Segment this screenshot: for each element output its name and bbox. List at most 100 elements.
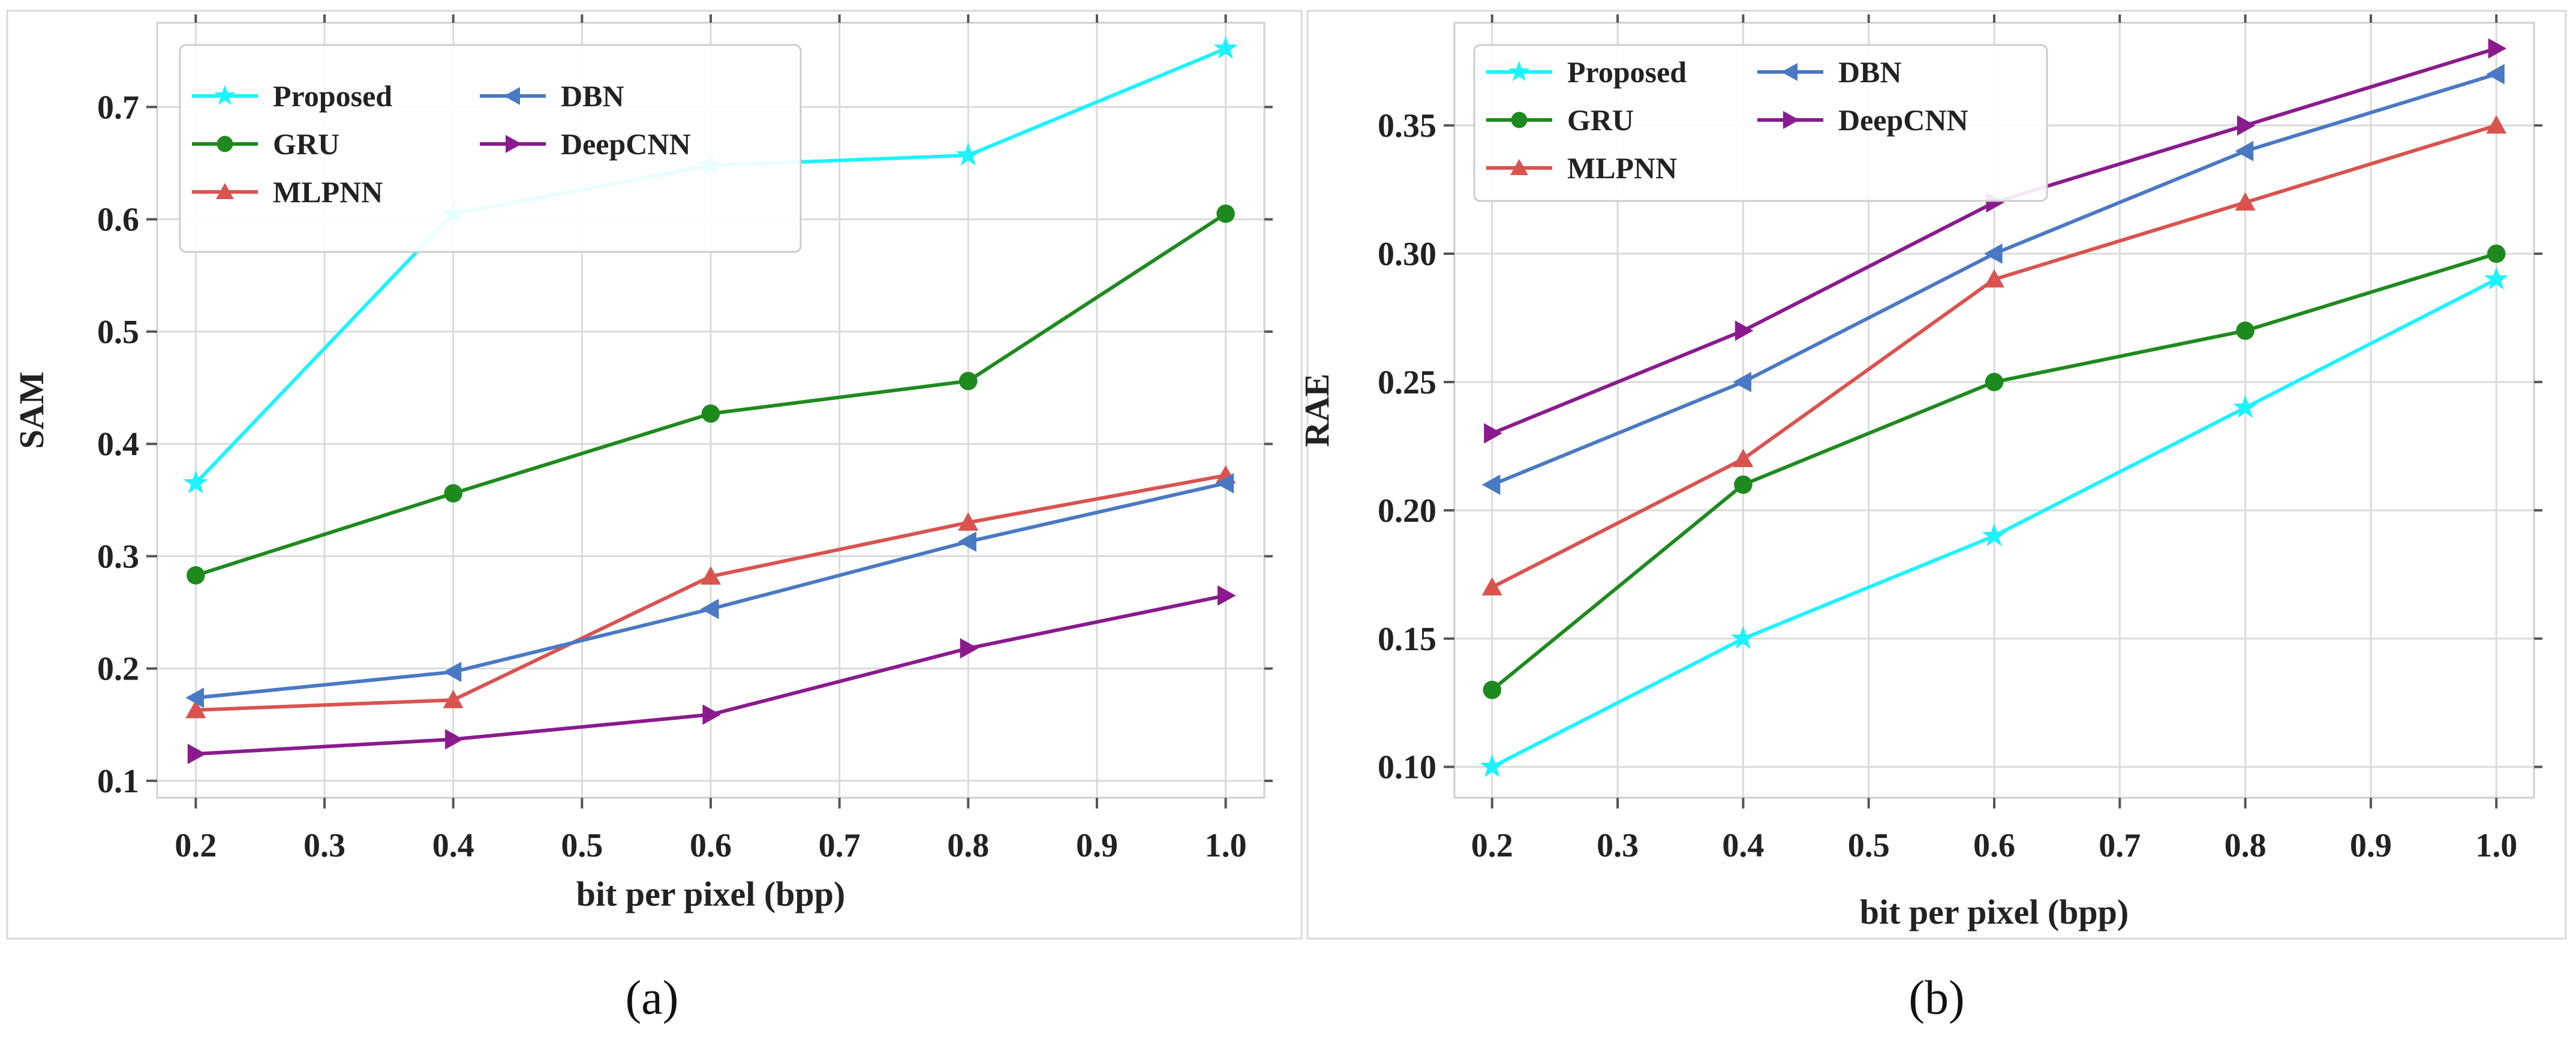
legend: Proposed GRU MLPNN DBN DeepCNN — [179, 44, 802, 253]
legend-item: GRU — [1486, 103, 1634, 137]
legend-marker — [1781, 63, 1798, 81]
y-tick-label: 0.6 — [97, 202, 139, 239]
data-point — [959, 372, 978, 390]
data-point — [1480, 754, 1504, 777]
data-point — [701, 566, 721, 585]
data-point — [445, 729, 464, 750]
data-point — [2484, 266, 2509, 290]
data-point — [1733, 449, 1754, 467]
data-point — [1483, 681, 1502, 699]
data-point — [702, 704, 721, 725]
legend-item: GRU — [192, 127, 339, 161]
data-point — [958, 512, 979, 531]
x-tick-label: 0.3 — [303, 827, 345, 864]
legend-marker — [1511, 112, 1528, 128]
legend-marker — [1510, 159, 1528, 175]
y-tick-label: 0.3 — [97, 538, 139, 575]
x-tick-label: 0.5 — [561, 827, 603, 864]
legend-label: DeepCNN — [1838, 103, 1968, 137]
data-point — [1984, 244, 2003, 264]
data-point — [1484, 423, 1502, 444]
series-deepcnn — [187, 585, 1236, 764]
legend-item: DeepCNN — [480, 127, 691, 161]
legend-marker — [217, 136, 233, 152]
x-tick-label: 1.0 — [1205, 827, 1247, 864]
series-dbn — [1481, 64, 2505, 495]
x-tick-label: 0.2 — [175, 827, 217, 864]
y-tick-label: 0.15 — [1378, 621, 1436, 658]
y-tick-label: 0.25 — [1378, 364, 1436, 401]
data-point — [1216, 205, 1235, 223]
y-tick-label: 0.5 — [97, 314, 139, 351]
legend-label: Proposed — [1567, 55, 1687, 89]
y-tick-label: 0.4 — [97, 426, 139, 463]
data-point — [2235, 192, 2256, 211]
y-axis-label: RAE — [1297, 374, 1336, 447]
series-mlpnn — [1481, 115, 2507, 596]
data-point — [1985, 372, 2004, 392]
data-point — [956, 142, 981, 166]
x-tick-label: 0.8 — [2225, 827, 2267, 864]
data-point — [1733, 371, 1751, 392]
legend-marker — [506, 135, 522, 153]
data-point — [185, 687, 204, 708]
legend-label: DeepCNN — [561, 127, 691, 161]
data-point — [701, 404, 720, 423]
data-point — [1481, 474, 1501, 495]
series-gru — [187, 205, 1235, 585]
y-tick-label: 0.30 — [1378, 236, 1436, 273]
legend-marker — [1783, 111, 1799, 129]
subfigure-caption: (b) — [1908, 972, 1964, 1024]
data-point — [443, 690, 464, 708]
legend: Proposed GRU MLPNN DBN DeepCNN — [1473, 44, 2048, 202]
data-point — [960, 638, 979, 659]
data-point — [2237, 115, 2256, 136]
data-point — [1215, 473, 1234, 494]
series-proposed — [1480, 266, 2509, 777]
legend-item: DBN — [1757, 55, 1902, 89]
subfigure-caption: (a) — [626, 972, 679, 1024]
x-tick-label: 0.3 — [1597, 827, 1639, 864]
y-tick-label: 0.1 — [97, 763, 139, 800]
x-tick-label: 0.7 — [819, 827, 861, 864]
x-tick-label: 0.4 — [432, 827, 474, 864]
data-point — [958, 531, 976, 552]
data-point — [1731, 626, 1756, 649]
data-point — [2488, 38, 2507, 59]
legend-item: DBN — [480, 79, 624, 113]
legend-marker — [216, 183, 234, 199]
series-gru — [1483, 244, 2506, 699]
series-dbn — [185, 473, 1234, 708]
data-point — [187, 566, 205, 585]
data-point — [1213, 35, 1238, 59]
x-tick-label: 1.0 — [2475, 827, 2517, 864]
data-point — [2236, 321, 2255, 340]
chart-b: 0.2 0.3 0.4 0.5 0.6 0.7 0.8 0.9 1.0 0.10 0.15 0.20 0… — [1297, 10, 2567, 1024]
x-tick-label: 0.5 — [1848, 827, 1890, 864]
x-tick-label: 0.6 — [690, 827, 732, 864]
x-tick-label: 0.2 — [1471, 827, 1513, 864]
x-tick-label: 0.7 — [2099, 827, 2141, 864]
data-point — [2487, 244, 2506, 263]
legend-label: MLPNN — [273, 175, 383, 209]
y-axis-label: SAM — [12, 372, 51, 449]
legend-label: GRU — [1567, 103, 1634, 137]
data-point — [1218, 585, 1236, 606]
legend-item: MLPNN — [1486, 151, 1677, 185]
data-point — [2233, 395, 2258, 418]
legend-marker — [504, 87, 520, 105]
x-tick-label: 0.9 — [2350, 827, 2392, 864]
legend-label: DBN — [1838, 55, 1902, 89]
x-tick-label: 0.4 — [1722, 827, 1764, 864]
legend-label: MLPNN — [1567, 151, 1677, 185]
data-point — [2486, 115, 2507, 134]
legend-label: GRU — [273, 127, 339, 161]
data-point — [1982, 523, 2007, 546]
y-tick-label: 0.10 — [1378, 749, 1436, 786]
x-axis-label: bit per pixel (bpp) — [1860, 892, 2129, 931]
data-point — [1481, 577, 1502, 596]
data-point — [444, 484, 462, 503]
legend-item: Proposed — [1486, 55, 1687, 89]
y-tick-label: 0.20 — [1378, 492, 1436, 530]
